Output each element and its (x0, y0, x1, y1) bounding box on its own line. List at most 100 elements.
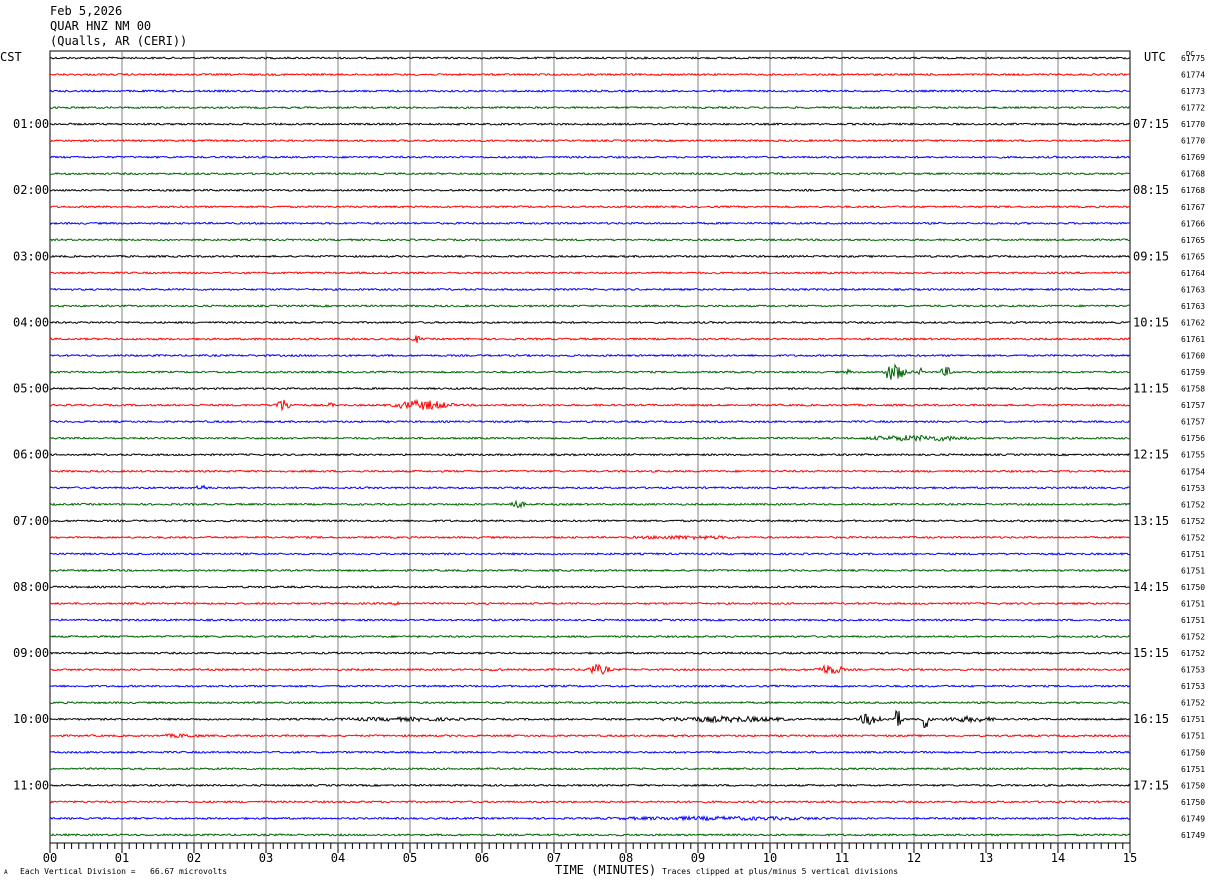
seismic-trace-16 (49, 320, 1131, 325)
right-hour-label: 17:15 (1133, 778, 1169, 792)
dc-offset-label: 61751 (1181, 616, 1205, 625)
x-tick-label: 04 (331, 851, 345, 865)
x-tick-label: 00 (43, 851, 57, 865)
seismic-trace-8 (49, 188, 1130, 193)
seismic-trace-1 (49, 72, 1131, 77)
left-hour-label: 02:00 (13, 183, 49, 197)
x-tick-label: 01 (115, 851, 129, 865)
seismic-trace-28 (49, 518, 1131, 523)
seismic-trace-39 (49, 700, 1131, 705)
left-hour-label: 08:00 (13, 580, 49, 594)
x-tick-label: 11 (835, 851, 849, 865)
right-hour-label: 14:15 (1133, 580, 1169, 594)
x-tick-label: 13 (979, 851, 993, 865)
dc-offset-label: 61768 (1181, 170, 1205, 179)
right-hour-label: 10:15 (1133, 315, 1169, 329)
x-tick-label: 10 (763, 851, 777, 865)
dc-offset-label: 61774 (1181, 71, 1205, 80)
dc-offset-label: 61773 (1181, 87, 1205, 96)
dc-offset-label: 61751 (1181, 765, 1205, 774)
seismic-trace-9 (49, 204, 1131, 209)
dc-offset-label: 61764 (1181, 269, 1205, 278)
seismic-trace-0 (49, 56, 1131, 60)
seismic-trace-22 (49, 419, 1131, 424)
seismic-trace-18 (49, 353, 1131, 358)
time-grid (49, 50, 1131, 844)
x-tick-label: 05 (403, 851, 417, 865)
seismic-trace-45 (49, 800, 1131, 804)
x-tick-label: 02 (187, 851, 201, 865)
seismic-trace-25 (49, 469, 1131, 474)
x-tick-label: 12 (907, 851, 921, 865)
dc-offset-label: 61767 (1181, 203, 1205, 212)
dc-offset-label: 61770 (1181, 137, 1205, 146)
dc-offset-label: 61749 (1181, 814, 1205, 823)
dc-offset-label: 61775 (1181, 54, 1205, 63)
x-tick-label: 08 (619, 851, 633, 865)
seismic-trace-11 (49, 238, 1131, 242)
right-hour-label: 07:15 (1133, 117, 1169, 131)
seismic-traces (49, 56, 1131, 837)
seismic-trace-38 (49, 684, 1131, 689)
seismic-trace-37 (49, 663, 1131, 675)
date-label: Feb 5,2026 (50, 4, 123, 18)
dc-offset-label: 61769 (1181, 153, 1205, 162)
seismic-trace-2 (49, 89, 1131, 93)
seismic-trace-24 (49, 452, 1131, 457)
seismic-trace-31 (49, 568, 1130, 573)
seismic-trace-3 (49, 105, 1131, 110)
dc-offset-label: 61757 (1181, 418, 1205, 427)
seismic-trace-34 (49, 618, 1131, 622)
seismic-trace-4 (49, 122, 1131, 126)
right-hour-label: 08:15 (1133, 183, 1169, 197)
dc-offset-label: 61772 (1181, 104, 1205, 113)
dc-offset-label: 61752 (1181, 699, 1205, 708)
dc-offset-label: 61751 (1181, 715, 1205, 724)
right-hour-label: 15:15 (1133, 646, 1169, 660)
x-axis-title: TIME (MINUTES) (555, 863, 657, 877)
seismic-trace-44 (49, 783, 1131, 788)
seismic-trace-21 (49, 398, 1131, 412)
left-hour-label: 10:00 (13, 712, 49, 726)
dc-offset-label: 61754 (1181, 467, 1205, 476)
right-hour-label: 16:15 (1133, 712, 1169, 726)
seismic-trace-36 (49, 651, 1131, 655)
right-hour-label: 09:15 (1133, 249, 1169, 263)
seismic-trace-30 (49, 551, 1130, 556)
seismic-trace-5 (49, 138, 1131, 143)
seismic-trace-14 (49, 287, 1131, 292)
x-tick-label: 07 (547, 851, 561, 865)
seismic-trace-29 (49, 534, 1131, 541)
seismic-trace-32 (49, 585, 1131, 589)
dc-offset-label: 61749 (1181, 831, 1205, 840)
left-timezone-label: CST (0, 50, 22, 64)
dc-offset-label: 61762 (1181, 318, 1205, 327)
dc-offset-label: 61757 (1181, 401, 1205, 410)
left-hour-label: 01:00 (13, 117, 49, 131)
seismic-trace-13 (49, 271, 1131, 275)
station-label: QUAR HNZ NM 00 (50, 19, 152, 33)
dc-offset-label: 61753 (1181, 682, 1205, 691)
dc-offset-label: 61765 (1181, 236, 1205, 245)
dc-offset-label: 61759 (1181, 368, 1205, 377)
left-hour-label: 04:00 (13, 315, 49, 329)
x-tick-label: 06 (475, 851, 489, 865)
dc-offset-label: 61751 (1181, 550, 1205, 559)
seismic-trace-35 (49, 634, 1131, 639)
seismic-trace-26 (49, 484, 1131, 490)
dc-offset-label: 61751 (1181, 599, 1205, 608)
left-hour-label: 11:00 (13, 778, 49, 792)
dc-offset-label: 61760 (1181, 352, 1205, 361)
dc-offset-label: 61763 (1181, 302, 1205, 311)
seismic-trace-12 (50, 254, 1131, 259)
seismic-trace-6 (49, 155, 1131, 160)
seismic-trace-17 (49, 335, 1131, 343)
dc-offset-label: 61766 (1181, 219, 1205, 228)
dc-offset-label: 61752 (1181, 633, 1205, 642)
dc-offset-label: 61763 (1181, 285, 1205, 294)
seismic-trace-33 (49, 600, 1131, 606)
right-hour-label: 13:15 (1133, 514, 1169, 528)
seismic-trace-15 (49, 304, 1131, 308)
seismic-trace-43 (49, 767, 1131, 771)
